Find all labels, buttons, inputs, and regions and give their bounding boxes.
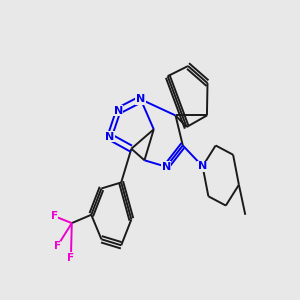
Text: N: N: [162, 162, 171, 172]
Text: F: F: [54, 241, 61, 251]
Text: F: F: [51, 211, 58, 221]
Text: N: N: [198, 161, 207, 171]
Text: N: N: [114, 106, 123, 116]
Text: F: F: [68, 253, 74, 263]
Text: N: N: [136, 94, 145, 104]
Text: N: N: [105, 132, 114, 142]
